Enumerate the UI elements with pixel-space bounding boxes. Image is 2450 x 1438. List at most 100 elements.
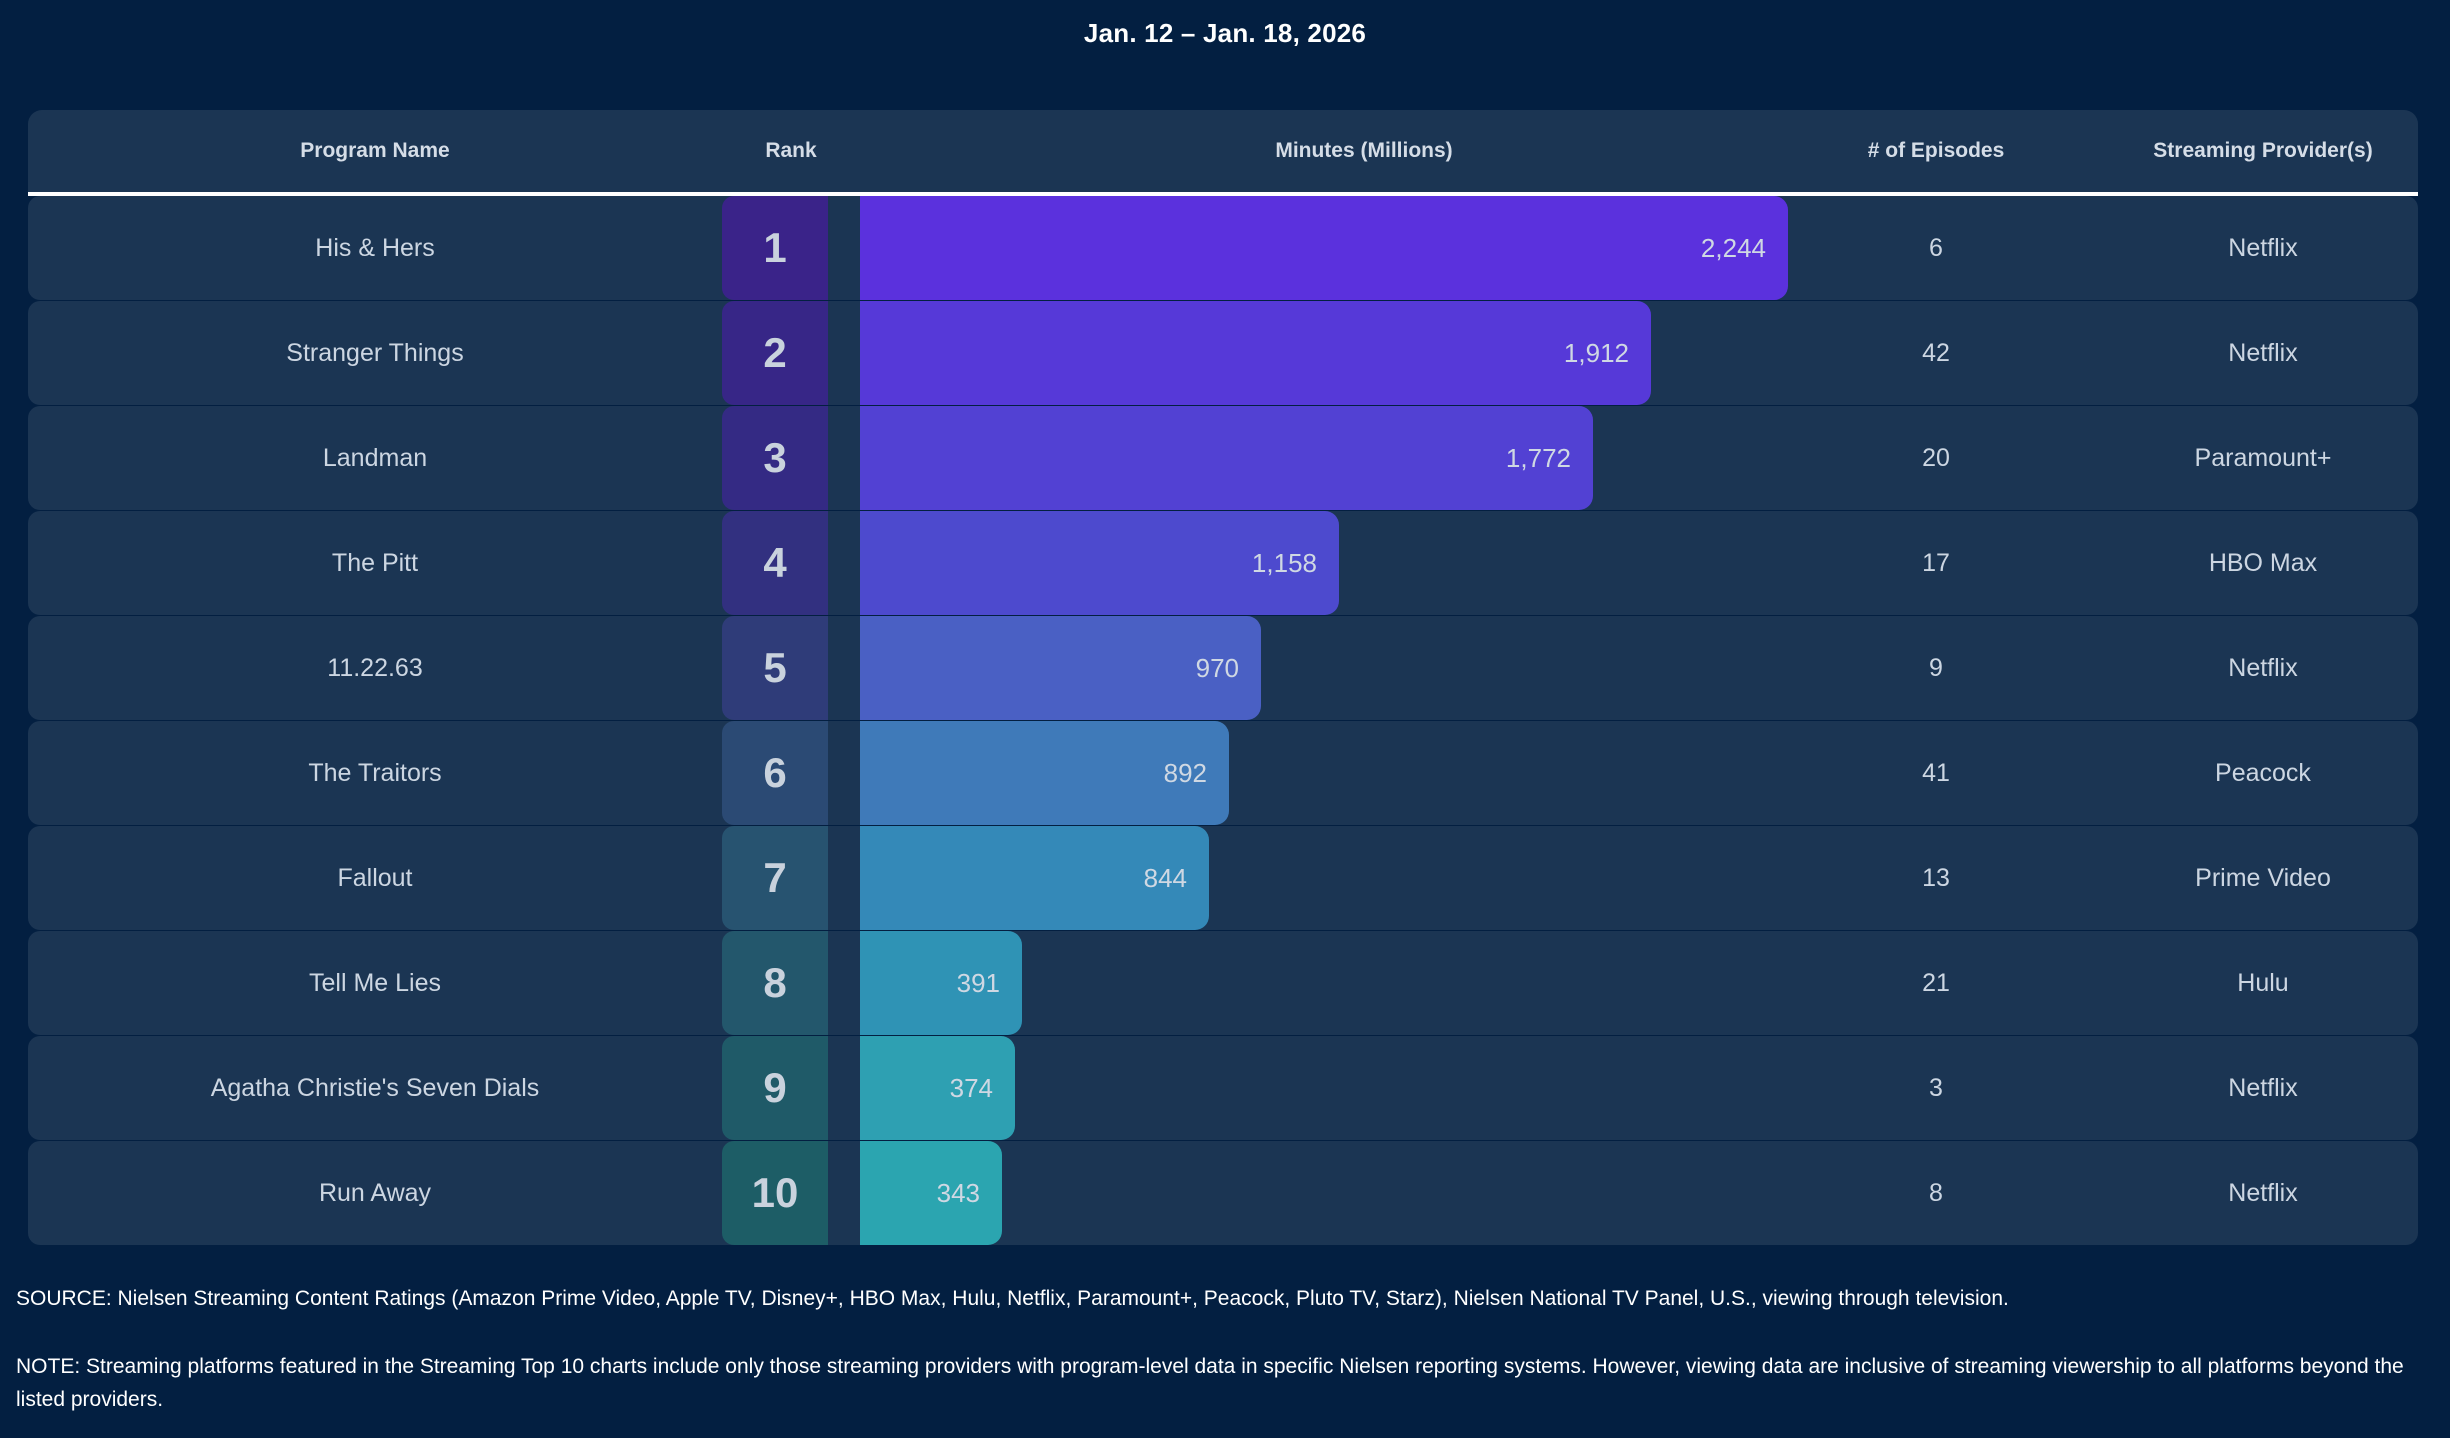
column-header-minutes-millions: Minutes (Millions) [1275,139,1453,162]
bar-value-label: 1,772 [1505,442,1571,473]
episodes-cell: 17 [1922,548,1950,577]
bar-value-label: 1,912 [1563,337,1629,368]
table-row[interactable]: Run Away 10 343 8 Netflix [28,1141,2418,1245]
program-name-cell: Run Away [318,1178,432,1207]
bar-track: 1,912 [832,301,1868,405]
bar-track: 970 [832,616,1868,720]
provider-cell: HBO Max [2208,548,2318,577]
table-row[interactable]: Landman 3 1,772 20 Paramount+ [28,406,2418,510]
provider-cell: Netflix [2228,1073,2298,1102]
bar-track: 374 [832,1036,1868,1140]
rank-badge: 3 [722,406,828,510]
column-header-streaming-provider: Streaming Provider(s) [2153,139,2373,162]
program-name-cell: Tell Me Lies [309,968,441,997]
rank-badge: 10 [722,1141,828,1245]
rank-value: 5 [763,644,787,691]
rank-badge: 1 [722,196,828,300]
rank-badge: 4 [722,511,828,615]
bar-track: 1,158 [832,511,1868,615]
table-row[interactable]: Fallout 7 844 13 Prime Video [28,826,2418,930]
rank-badge: 2 [722,301,828,405]
minutes-bar[interactable]: 892 [860,721,1229,825]
bar-value-label: 374 [949,1072,993,1103]
minutes-bar[interactable]: 1,772 [860,406,1593,510]
top10-table: Program Name Rank Minutes (Millions) # o… [28,110,2418,1245]
table-header-row: Program Name Rank Minutes (Millions) # o… [28,110,2418,196]
minutes-bar[interactable]: 1,158 [860,511,1339,615]
provider-cell: Peacock [2215,758,2311,787]
bar-track: 892 [832,721,1868,825]
rank-value: 2 [763,329,787,376]
bar-value-label: 343 [936,1177,980,1208]
table-row[interactable]: Tell Me Lies 8 391 21 Hulu [28,931,2418,1035]
rank-badge: 7 [722,826,828,930]
rank-badge: 6 [722,721,828,825]
minutes-bar[interactable]: 844 [860,826,1209,930]
rank-value: 8 [763,959,787,1006]
episodes-cell: 6 [1929,233,1943,262]
footer-note-text: NOTE: Streaming platforms featured in th… [16,1355,2404,1411]
column-header-program-name: Program Name [300,139,450,162]
minutes-bar[interactable]: 391 [860,931,1022,1035]
rank-value: 3 [763,434,787,481]
table-row[interactable]: 11.22.63 5 970 9 Netflix [28,616,2418,720]
minutes-bar[interactable]: 2,244 [860,196,1788,300]
bar-value-label: 2,244 [1700,232,1766,263]
rank-badge: 8 [722,931,828,1035]
table-body: His & Hers 1 2,244 6 Netflix Stranger Things 2… [28,196,2418,1245]
bar-track: 391 [832,931,1868,1035]
minutes-bar[interactable]: 1,912 [860,301,1651,405]
table-row[interactable]: Agatha Christie's Seven Dials 9 374 3 Netfli… [28,1036,2418,1140]
table-row[interactable]: The Pitt 4 1,158 17 HBO Max [28,511,2418,615]
bar-value-label: 391 [956,967,1000,998]
chart-title: Jan. 12 – Jan. 18, 2026 [1083,18,1367,48]
rank-value: 4 [763,539,787,586]
footer-source-text: SOURCE: Nielsen Streaming Content Rating… [16,1287,2009,1310]
rank-value: 6 [763,749,787,796]
provider-cell: Netflix [2228,338,2298,367]
provider-cell: Netflix [2228,653,2298,682]
rank-value: 7 [763,854,787,901]
rank-badge: 5 [722,616,828,720]
minutes-bar[interactable]: 343 [860,1141,1002,1245]
program-name-cell: 11.22.63 [327,653,423,682]
provider-cell: Netflix [2228,1178,2298,1207]
bar-track: 844 [832,826,1868,930]
program-name-cell: Fallout [337,863,413,892]
bar-track: 343 [832,1141,1868,1245]
provider-cell: Netflix [2228,233,2298,262]
provider-cell: Prime Video [2195,863,2331,892]
provider-cell: Hulu [2237,968,2289,997]
bar-value-label: 844 [1143,862,1187,893]
column-header-number-of-episodes: # of Episodes [1867,139,2005,162]
bar-value-label: 970 [1195,652,1239,683]
table-row[interactable]: The Traitors 6 892 41 Peacock [28,721,2418,825]
episodes-cell: 8 [1929,1178,1943,1207]
bar-track: 2,244 [832,196,1868,300]
rank-value: 10 [751,1169,799,1216]
program-name-cell: Agatha Christie's Seven Dials [210,1073,540,1102]
bar-value-label: 892 [1163,757,1207,788]
episodes-cell: 13 [1922,863,1950,892]
table-row[interactable]: Stranger Things 2 1,912 42 Netflix [28,301,2418,405]
rank-value: 1 [763,224,787,271]
program-name-cell: His & Hers [315,233,435,262]
program-name-cell: The Pitt [331,548,419,577]
program-name-cell: The Traitors [308,758,442,787]
episodes-cell: 20 [1922,443,1950,472]
table-row[interactable]: His & Hers 1 2,244 6 Netflix [28,196,2418,300]
rank-value: 9 [763,1064,787,1111]
column-header-rank: Rank [765,139,817,162]
program-name-cell: Landman [322,443,428,472]
footer: SOURCE: Nielsen Streaming Content Rating… [16,1285,2436,1416]
episodes-cell: 9 [1929,653,1943,682]
rank-badge: 9 [722,1036,828,1140]
program-name-cell: Stranger Things [286,338,464,367]
bar-value-label: 1,158 [1251,547,1317,578]
episodes-cell: 41 [1922,758,1950,787]
minutes-bar[interactable]: 374 [860,1036,1015,1140]
minutes-bar[interactable]: 970 [860,616,1261,720]
episodes-cell: 3 [1929,1073,1943,1102]
episodes-cell: 42 [1922,338,1950,367]
